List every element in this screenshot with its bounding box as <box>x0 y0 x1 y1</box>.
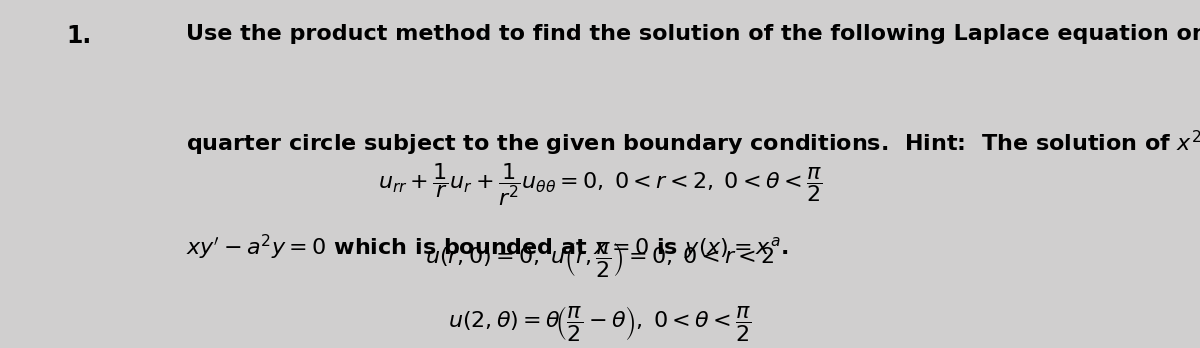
Text: $u(r,0) = 0,\; u\left(r,\dfrac{\pi}{2}\right) = 0,\; 0 < r < 2$: $u(r,0) = 0,\; u\left(r,\dfrac{\pi}{2}\r… <box>425 240 775 279</box>
Text: $u_{rr} + \dfrac{1}{r}u_r + \dfrac{1}{r^2}u_{\theta\theta} = 0,\; 0 < r < 2,\; 0: $u_{rr} + \dfrac{1}{r}u_r + \dfrac{1}{r^… <box>378 161 822 208</box>
Text: Use the product method to find the solution of the following Laplace equation on: Use the product method to find the solut… <box>186 24 1200 44</box>
Text: $xy' - a^2y = 0$ which is bounded at $x = 0$ is $y(x) = x^a$.: $xy' - a^2y = 0$ which is bounded at $x … <box>186 233 788 262</box>
Text: 1.: 1. <box>66 24 91 48</box>
Text: quarter circle subject to the given boundary conditions.  Hint:  The solution of: quarter circle subject to the given boun… <box>186 129 1200 158</box>
Text: $u(2,\theta) = \theta\!\left(\dfrac{\pi}{2} - \theta\right),\; 0 < \theta < \dfr: $u(2,\theta) = \theta\!\left(\dfrac{\pi}… <box>448 304 752 343</box>
